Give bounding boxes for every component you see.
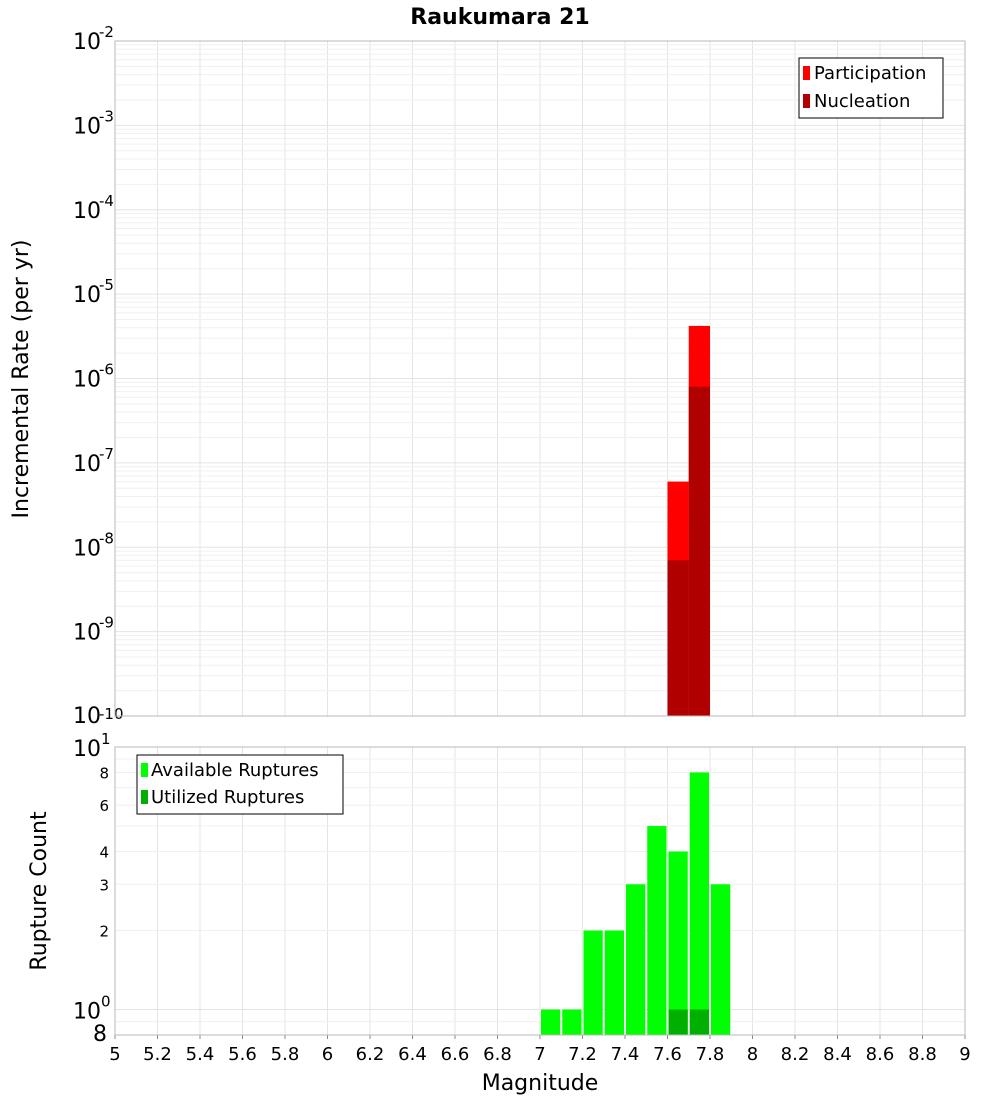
- magnitude-tick-label: 5.2: [143, 1044, 172, 1065]
- magnitude-tick-label: 7.4: [611, 1044, 640, 1065]
- count-plot-bars: [541, 772, 731, 1035]
- rate-tick-exponent: -7: [99, 445, 114, 463]
- count-minor-tick-label: 3: [99, 876, 109, 894]
- count-tick-label: 10: [73, 737, 101, 762]
- magnitude-tick-label: 8: [747, 1044, 758, 1065]
- available-ruptures-bar: [541, 1009, 561, 1035]
- count-plot-frame: [114, 746, 966, 1036]
- available-legend-label: Available Ruptures: [151, 760, 319, 781]
- count-minor-tick-label: 4: [99, 843, 109, 861]
- magnitude-tick-label: 7: [534, 1044, 545, 1065]
- nucleation-legend-label: Nucleation: [814, 91, 910, 112]
- count-tick-exponent: 1: [101, 730, 111, 748]
- count-minor-tick-label: 6: [99, 797, 109, 815]
- rate-tick-exponent: -8: [99, 529, 114, 547]
- count-axis-label: Rupture Count: [27, 811, 52, 971]
- magnitude-tick-label: 8.2: [781, 1044, 810, 1065]
- rate-plot-frame: [114, 40, 966, 717]
- available-legend-swatch: [141, 763, 148, 777]
- magnitude-tick-label: 7.6: [653, 1044, 682, 1065]
- nucleation-bar: [667, 560, 689, 716]
- magnitude-tick-label: 5.4: [186, 1044, 215, 1065]
- rate-legend: Participation Nucleation: [798, 57, 944, 119]
- count-minor-tick-label: 8: [99, 764, 109, 782]
- count-legend: Available Ruptures Utilized Ruptures: [136, 754, 344, 815]
- available-ruptures-bar: [583, 930, 603, 1035]
- available-ruptures-bar: [689, 772, 709, 1035]
- magnitude-tick-label: 7.8: [696, 1044, 725, 1065]
- magnitude-tick-label: 6.2: [356, 1044, 385, 1065]
- utilized-legend-label: Utilized Ruptures: [151, 787, 304, 808]
- participation-legend-label: Participation: [814, 63, 926, 84]
- rate-tick-exponent: -9: [99, 614, 114, 632]
- rate-plot-grid: [114, 41, 966, 717]
- rate-tick-exponent: -10: [99, 705, 124, 723]
- available-ruptures-bar: [711, 884, 731, 1035]
- magnitude-tick-label: 6.6: [441, 1044, 470, 1065]
- count-tick-exponent: 0: [101, 993, 111, 1011]
- rate-plot-bars: [667, 325, 710, 716]
- rate-tick-exponent: -4: [99, 192, 114, 210]
- count-legend-box: [136, 754, 344, 815]
- rate-tick-label: 10: [73, 199, 101, 224]
- magnitude-axis-label: Magnitude: [482, 1071, 599, 1096]
- rate-tick-exponent: -5: [99, 276, 114, 294]
- rate-legend-box: [798, 57, 944, 119]
- rate-tick-label: 10: [73, 536, 101, 561]
- magnitude-tick-label: 8.8: [908, 1044, 937, 1065]
- available-ruptures-bar: [647, 826, 667, 1035]
- magnitude-tick-label: 8.4: [823, 1044, 852, 1065]
- utilized-legend-swatch: [141, 790, 148, 804]
- rate-tick-label: 10: [73, 30, 101, 55]
- nucleation-legend-swatch: [803, 94, 810, 108]
- chart-title: Raukumara 21: [410, 5, 589, 30]
- available-ruptures-bar: [562, 1009, 582, 1035]
- available-ruptures-bar: [604, 930, 624, 1035]
- rate-tick-label: 10: [73, 114, 101, 139]
- nucleation-bar: [688, 386, 710, 716]
- magnitude-axis-ticks: 5 5.2 5.4 5.6 5.8 6 6.2 6.4 6.6 6.8 7 7.2 7.4 7.6 7.8 8…: [109, 1035, 971, 1065]
- magnitude-tick-label: 6.4: [398, 1044, 427, 1065]
- magnitude-tick-label: 5.6: [228, 1044, 257, 1065]
- utilized-ruptures-bar: [689, 1009, 709, 1035]
- count-tick-label: 10: [73, 1000, 101, 1025]
- magnitude-tick-label: 6: [322, 1044, 333, 1065]
- count-minor-tick-label: 2: [99, 923, 109, 941]
- rate-tick-exponent: -2: [99, 23, 114, 41]
- rate-tick-label: 10: [73, 368, 101, 393]
- magnitude-tick-label: 6.8: [483, 1044, 512, 1065]
- magnitude-tick-label: 5: [109, 1044, 120, 1065]
- available-ruptures-bar: [668, 851, 688, 1035]
- available-ruptures-bar: [626, 884, 646, 1035]
- rate-tick-label: 10: [73, 452, 101, 477]
- magnitude-tick-label: 5.8: [271, 1044, 300, 1065]
- magnitude-tick-label: 9: [959, 1044, 970, 1065]
- rate-tick-exponent: -3: [99, 107, 114, 125]
- rate-tick-label: 10: [73, 283, 101, 308]
- rate-axis-label: Incremental Rate (per yr): [9, 240, 34, 519]
- rate-tick-label: 10: [73, 704, 101, 729]
- count-minor-tick-label: 8: [93, 1022, 107, 1047]
- utilized-ruptures-bar: [668, 1009, 688, 1035]
- rate-tick-exponent: -6: [99, 361, 114, 379]
- magnitude-tick-label: 8.6: [866, 1044, 895, 1065]
- magnitude-tick-label: 7.2: [568, 1044, 597, 1065]
- rate-tick-label: 10: [73, 621, 101, 646]
- participation-legend-swatch: [803, 66, 810, 80]
